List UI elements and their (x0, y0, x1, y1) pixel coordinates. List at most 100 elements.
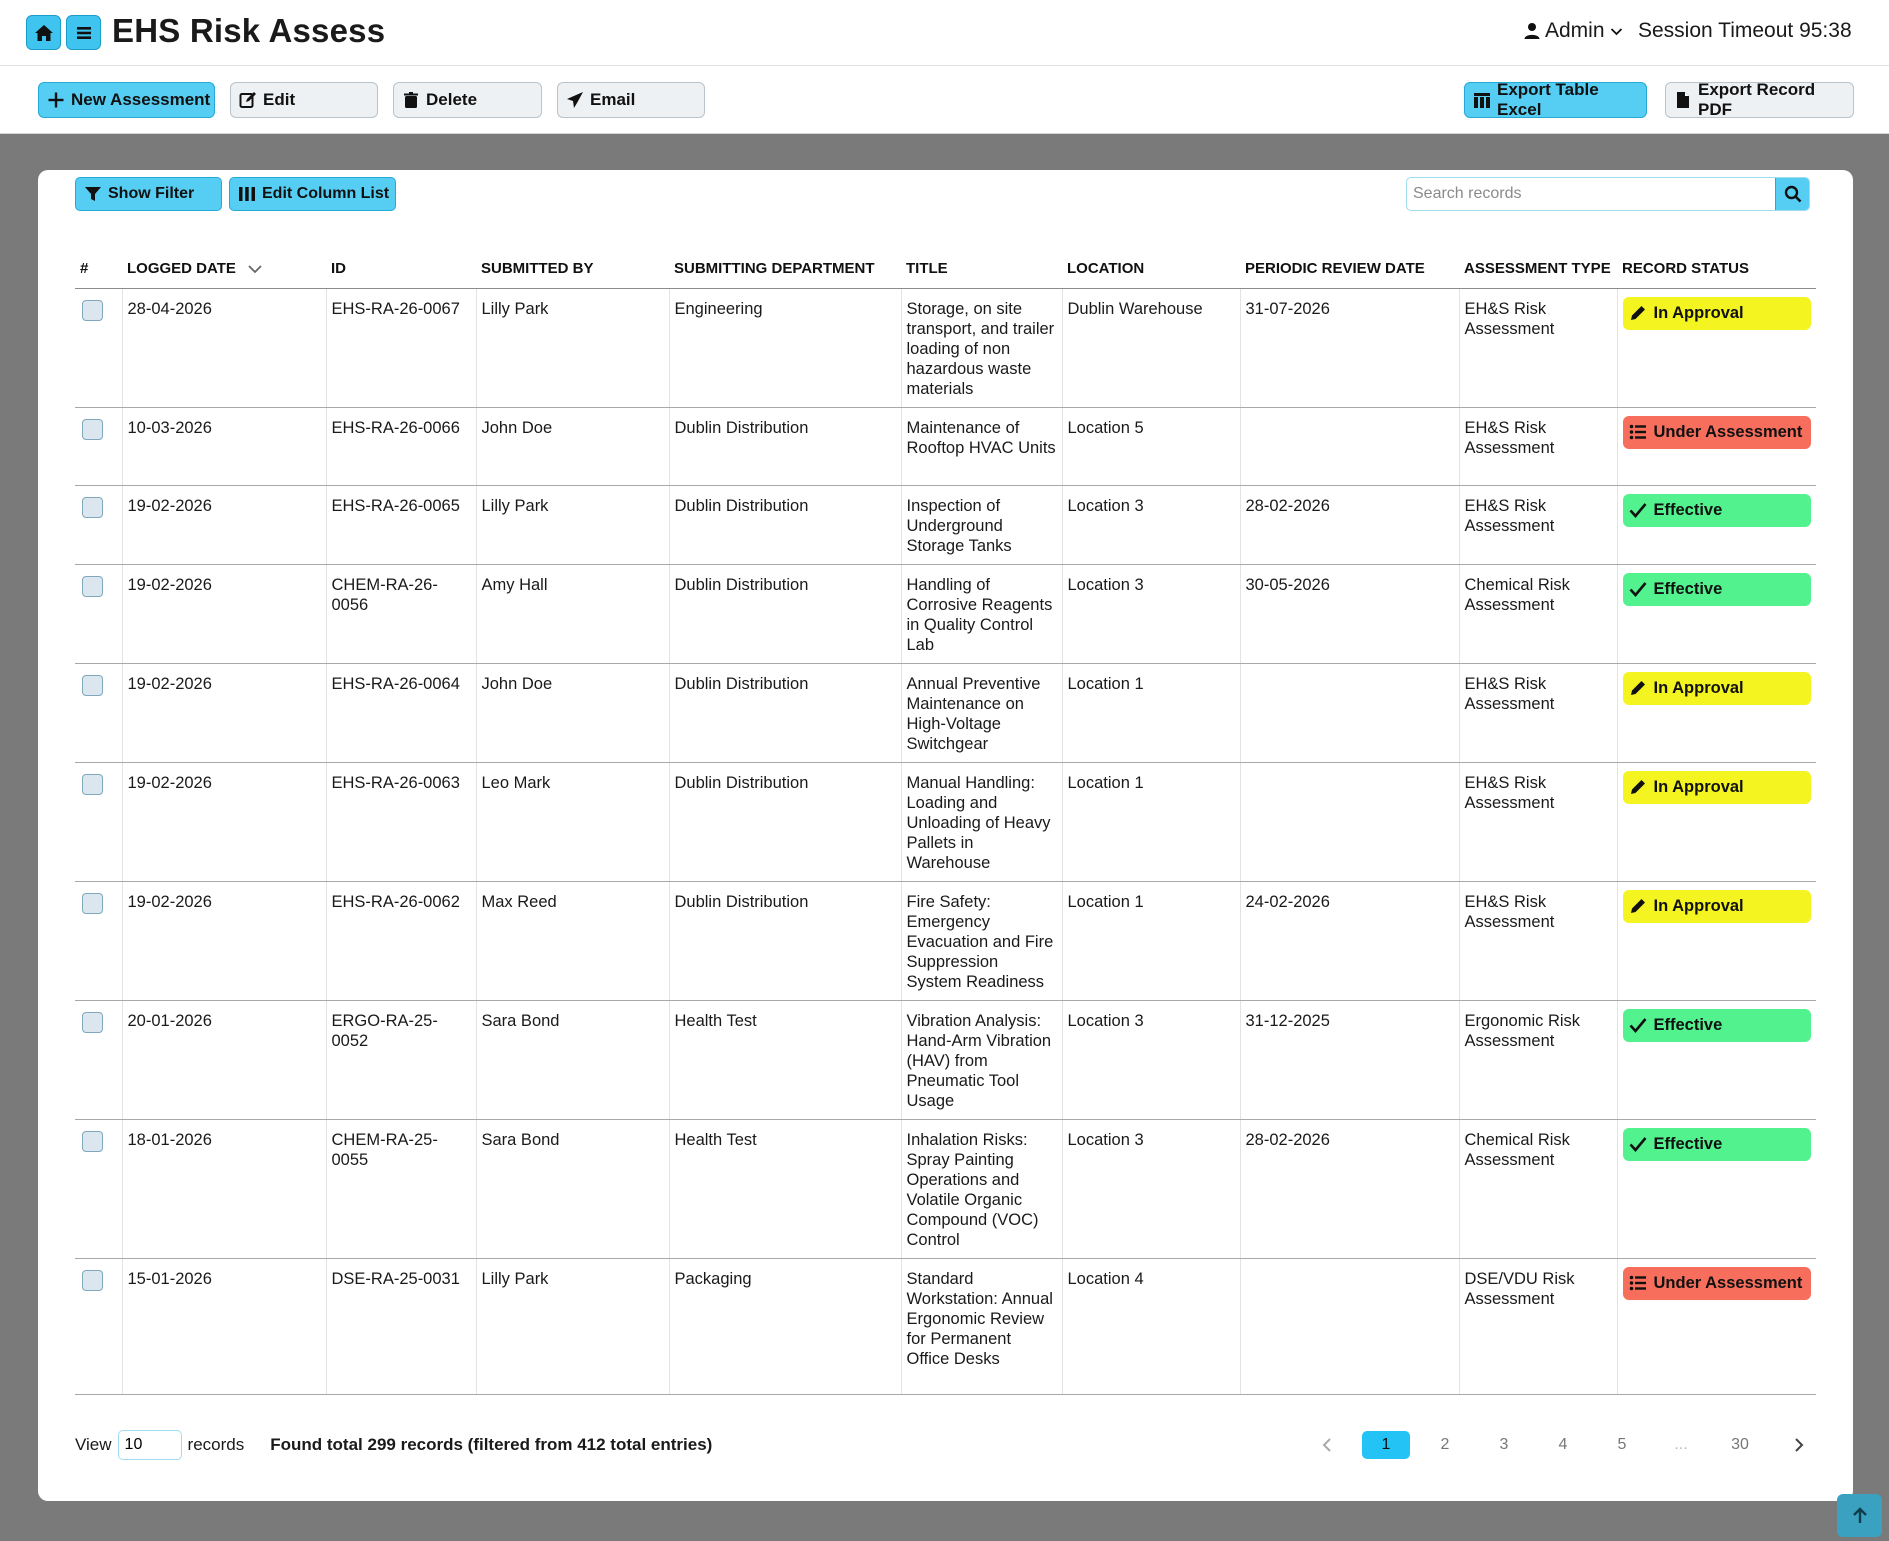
row-select-cell (75, 762, 123, 882)
cell-record-status: Effective (1617, 1119, 1816, 1259)
email-button[interactable]: Email (557, 82, 705, 118)
column-header-submitting-department[interactable]: SUBMITTING DEPARTMENT (669, 250, 901, 289)
cell-record-status: In Approval (1617, 288, 1816, 408)
previous-page-button[interactable] (1303, 1431, 1351, 1459)
row-checkbox[interactable] (82, 1011, 103, 1033)
cell-department: Packaging (669, 1258, 902, 1395)
cell-record-id: EHS-RA-26-0063 (326, 762, 477, 882)
table-row[interactable]: 10-03-2026 EHS-RA-26-0066 John Doe Dublin D… (75, 407, 1816, 486)
edit-button[interactable]: Edit (230, 82, 378, 118)
cell-title: Inhalation Risks: Spray Painting Operati… (901, 1119, 1063, 1259)
table-row[interactable]: 20-01-2026 ERGO-RA-25-0052 Sara Bond Health… (75, 1000, 1816, 1120)
home-icon (34, 24, 53, 41)
column-header-location[interactable]: LOCATION (1062, 250, 1240, 289)
table-row[interactable]: 19-02-2026 EHS-RA-26-0064 John Doe Dublin D… (75, 663, 1816, 763)
cell-record-id: EHS-RA-26-0066 (326, 407, 477, 486)
row-checkbox[interactable] (82, 496, 103, 518)
plus-icon (48, 92, 64, 108)
column-header-periodic-review-date[interactable]: PERIODIC REVIEW DATE (1240, 250, 1459, 289)
page-4-button[interactable]: 4 (1558, 1436, 1568, 1453)
cell-location: Location 3 (1062, 1119, 1241, 1259)
column-header-title[interactable]: TITLE (901, 250, 1062, 289)
cell-title: Maintenance of Rooftop HVAC Units (901, 407, 1063, 486)
row-checkbox[interactable] (82, 1130, 103, 1152)
status-label: In Approval (1653, 304, 1744, 322)
page-size-input[interactable] (117, 1430, 182, 1460)
table-row[interactable]: 19-02-2026 EHS-RA-26-0063 Leo Mark Dublin D… (75, 762, 1816, 882)
row-checkbox[interactable] (82, 773, 103, 795)
cell-assessment-type: EH&S Risk Assessment (1459, 762, 1618, 882)
cell-record-id: EHS-RA-26-0067 (326, 288, 477, 408)
row-checkbox[interactable] (82, 575, 103, 597)
status-badge: Effective (1622, 493, 1811, 527)
page-1-button[interactable]: 1 (1362, 1431, 1410, 1459)
cell-title: Standard Workstation: Annual Ergonomic R… (901, 1258, 1063, 1395)
search-input[interactable] (1407, 178, 1775, 210)
column-header-submitted-by[interactable]: SUBMITTED BY (476, 250, 669, 289)
cell-record-id: EHS-RA-26-0064 (326, 663, 477, 763)
chevron-left-icon (1322, 1438, 1331, 1452)
cell-record-status: In Approval (1617, 663, 1816, 763)
export-record-pdf-button[interactable]: Export Record PDF (1665, 80, 1854, 119)
cell-department: Engineering (669, 288, 902, 408)
table-row[interactable]: 19-02-2026 EHS-RA-26-0065 Lilly Park Dublin… (75, 485, 1816, 565)
cell-review-date: 30-05-2026 (1240, 564, 1460, 664)
cell-submitted-by: Amy Hall (476, 564, 670, 664)
cell-record-status: Under Assessment (1617, 407, 1816, 486)
cell-submitted-by: Lilly Park (476, 288, 670, 408)
table-row[interactable]: 15-01-2026 DSE-RA-25-0031 Lilly Park Packag… (75, 1258, 1816, 1395)
show-filter-button[interactable]: Show Filter (75, 177, 222, 211)
table-row[interactable]: 19-02-2026 EHS-RA-26-0062 Max Reed Dublin D… (75, 881, 1816, 1001)
records-panel: Show Filter Edit Column List # LOGGED DA… (38, 170, 1853, 1501)
delete-button[interactable]: Delete (393, 82, 542, 118)
cell-logged-date: 19-02-2026 (122, 881, 327, 1001)
page-2-button[interactable]: 2 (1440, 1436, 1450, 1453)
chevron-down-icon (1610, 27, 1622, 35)
cell-location: Location 4 (1062, 1258, 1241, 1395)
cell-submitted-by: John Doe (476, 663, 670, 763)
cell-department: Dublin Distribution (669, 564, 902, 664)
filter-icon (85, 187, 101, 201)
cell-record-status: Effective (1617, 485, 1816, 565)
column-header-assessment-type[interactable]: ASSESSMENT TYPE (1459, 250, 1617, 289)
column-header-logged-date[interactable]: LOGGED DATE (122, 250, 326, 289)
status-badge: In Approval (1622, 770, 1811, 804)
row-checkbox[interactable] (82, 1269, 103, 1291)
page-3-button[interactable]: 3 (1499, 1436, 1509, 1453)
user-menu[interactable]: Admin (1523, 19, 1624, 43)
search-button[interactable] (1775, 178, 1809, 210)
edit-column-list-button[interactable]: Edit Column List (229, 177, 396, 211)
table-row[interactable]: 28-04-2026 EHS-RA-26-0067 Lilly Park Engine… (75, 288, 1816, 408)
search-icon (1784, 185, 1801, 203)
check-icon (1629, 1016, 1654, 1034)
status-badge: Under Assessment (1622, 1266, 1811, 1300)
next-page-button[interactable] (1775, 1431, 1823, 1459)
row-checkbox[interactable] (82, 418, 103, 440)
app-title: EHS Risk Assess (112, 12, 386, 49)
pencil-icon (1629, 304, 1654, 322)
column-header-record-status[interactable]: RECORD STATUS (1617, 250, 1816, 289)
table-header-row: # LOGGED DATE ID SUBMITTED BY SUBMITTING… (75, 250, 1816, 289)
cell-submitted-by: Leo Mark (476, 762, 670, 882)
page-5-button[interactable]: 5 (1617, 1436, 1627, 1453)
row-checkbox[interactable] (82, 892, 103, 914)
column-header-id[interactable]: ID (326, 250, 476, 289)
table-body: 28-04-2026 EHS-RA-26-0067 Lilly Park Engine… (75, 288, 1816, 1395)
cell-review-date (1240, 407, 1460, 486)
scroll-to-top-button[interactable] (1837, 1494, 1882, 1537)
table-row[interactable]: 18-01-2026 CHEM-RA-25-0055 Sara Bond Health… (75, 1119, 1816, 1259)
sort-descending-icon[interactable] (248, 261, 262, 278)
page-30-button[interactable]: 30 (1731, 1436, 1749, 1453)
status-label: Effective (1653, 580, 1723, 598)
row-checkbox[interactable] (82, 674, 103, 696)
column-header-number: # (75, 250, 122, 289)
menu-button[interactable] (66, 15, 101, 50)
cell-assessment-type: EH&S Risk Assessment (1459, 288, 1618, 408)
export-table-excel-button[interactable]: Export Table Excel (1464, 80, 1647, 119)
table-row[interactable]: 19-02-2026 CHEM-RA-26-0056 Amy Hall Dublin … (75, 564, 1816, 664)
row-checkbox[interactable] (82, 299, 103, 321)
home-button[interactable] (26, 15, 61, 50)
new-assessment-button[interactable]: New Assessment (38, 82, 215, 118)
cell-submitted-by: Max Reed (476, 881, 670, 1001)
row-select-cell (75, 288, 123, 408)
